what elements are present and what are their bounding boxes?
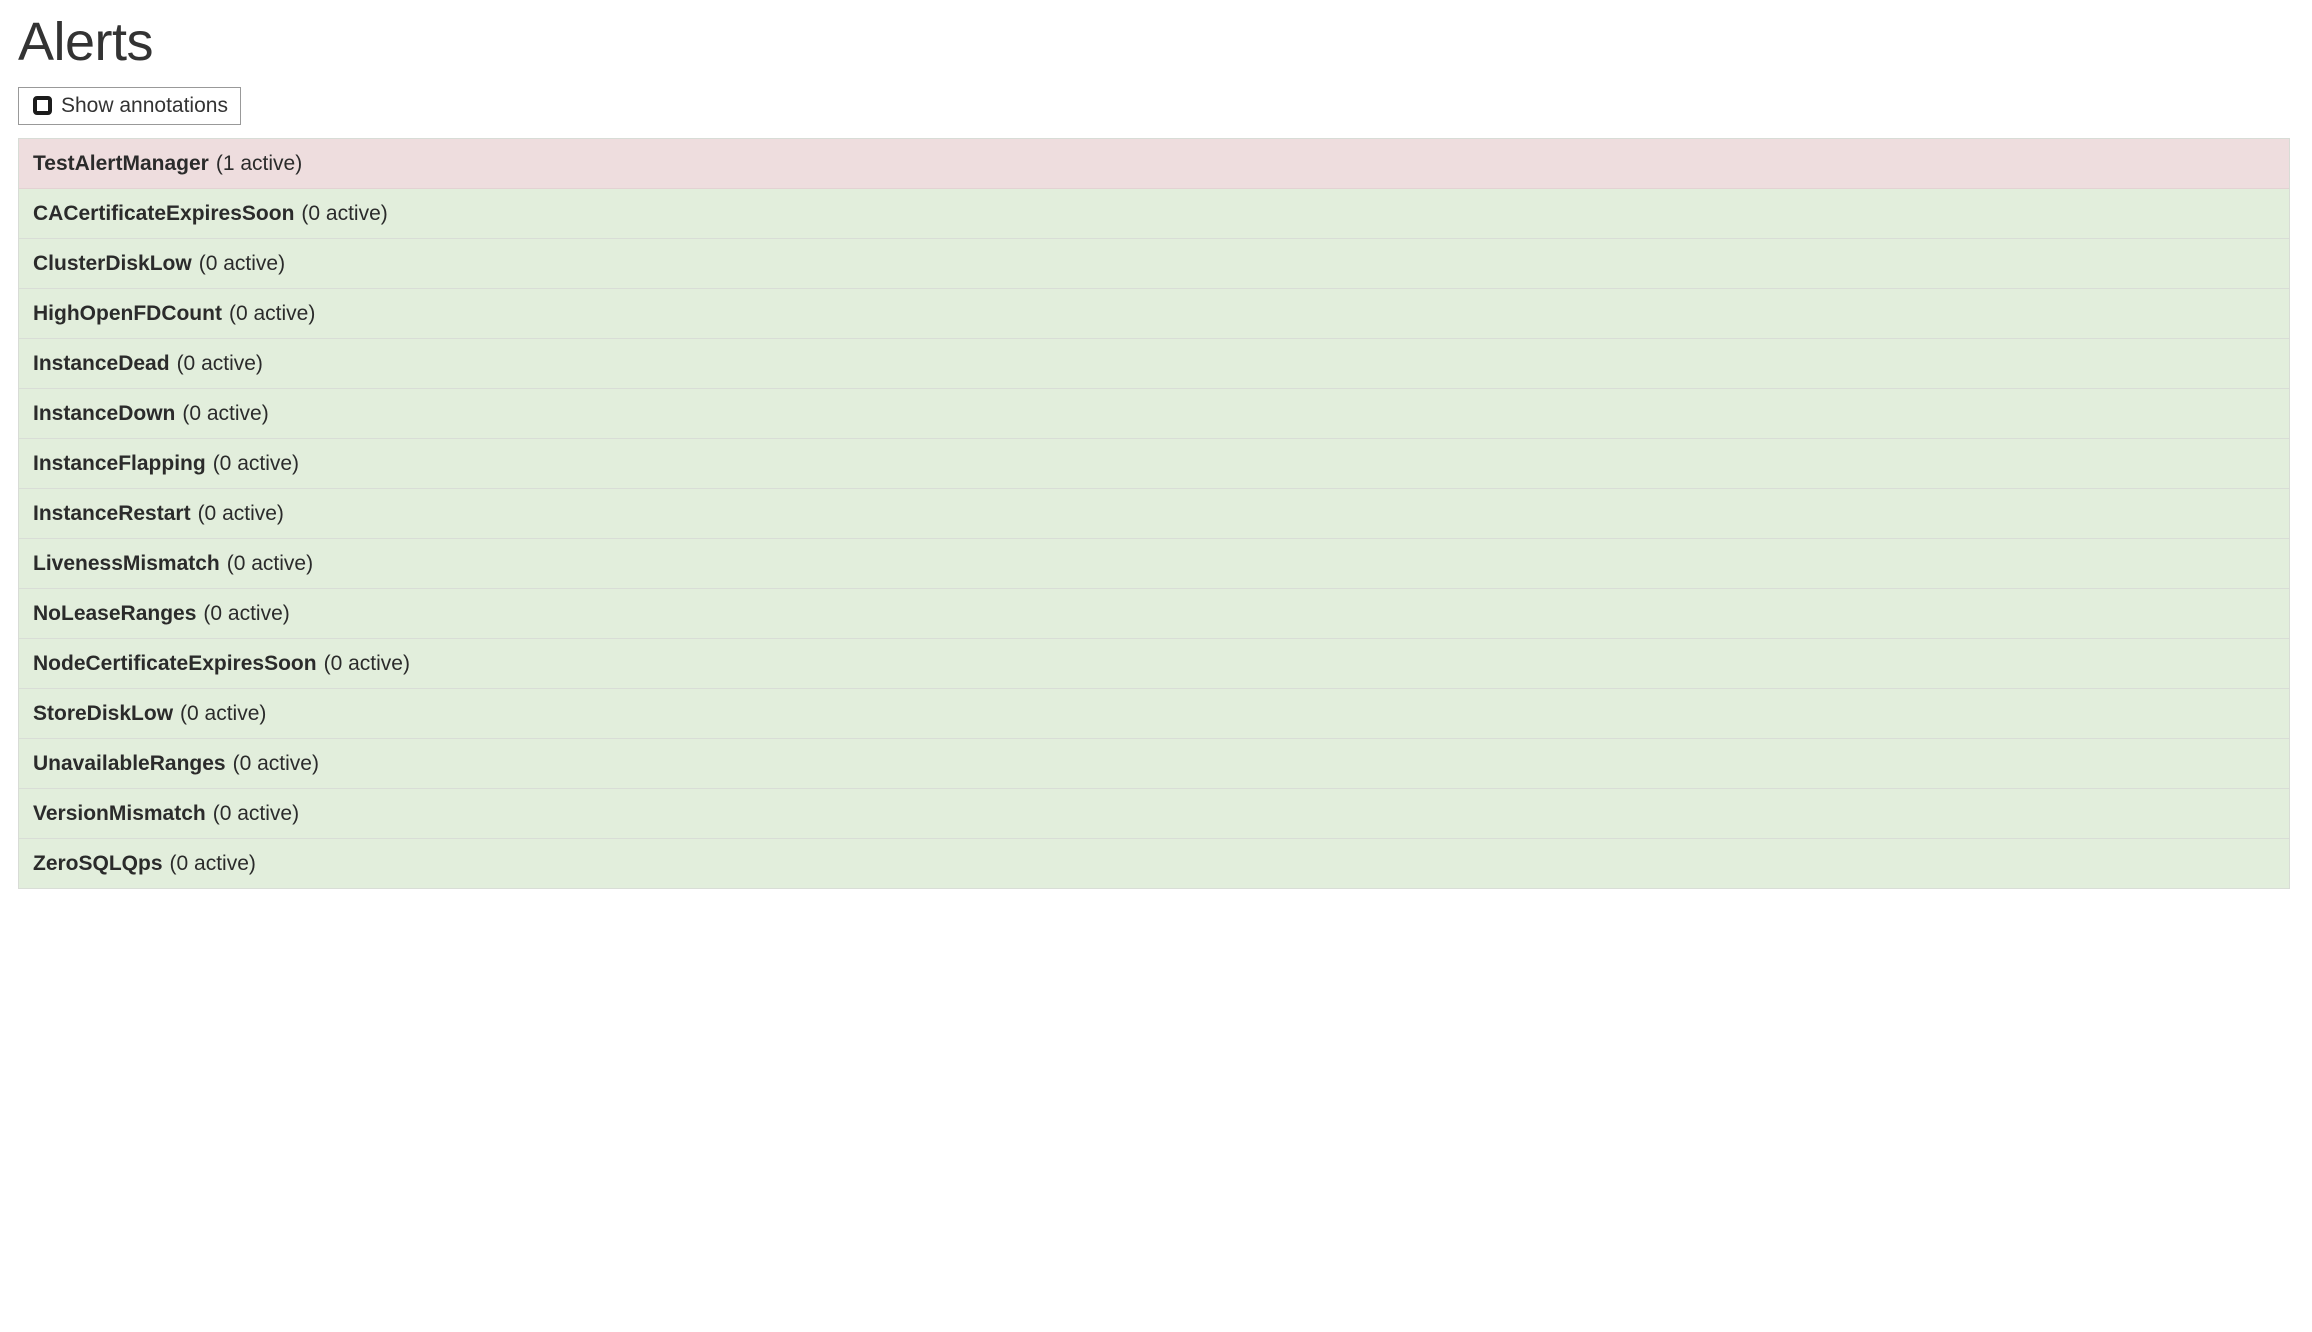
alert-name: InstanceDead <box>33 351 170 375</box>
alert-name: InstanceFlapping <box>33 451 206 475</box>
alert-name: ZeroSQLQps <box>33 851 163 875</box>
alert-active-count: (0 active) <box>169 851 256 875</box>
alert-name: StoreDiskLow <box>33 701 174 725</box>
alert-active-count: (0 active) <box>232 751 319 775</box>
alert-row[interactable]: LivenessMismatch (0 active) <box>19 538 2289 589</box>
alert-row[interactable]: InstanceDown (0 active) <box>19 388 2289 439</box>
alert-name: ClusterDiskLow <box>33 251 192 275</box>
alert-row[interactable]: HighOpenFDCount (0 active) <box>19 288 2289 339</box>
alert-row[interactable]: VersionMismatch (0 active) <box>19 788 2289 839</box>
alert-row[interactable]: CACertificateExpiresSoon (0 active) <box>19 188 2289 239</box>
alert-row[interactable]: TestAlertManager (1 active) <box>19 138 2289 189</box>
alert-name: HighOpenFDCount <box>33 301 222 325</box>
alert-row[interactable]: InstanceFlapping (0 active) <box>19 438 2289 489</box>
alert-name: TestAlertManager <box>33 151 209 175</box>
show-annotations-label: Show annotations <box>61 93 228 117</box>
alert-active-count: (0 active) <box>212 451 300 475</box>
alert-name: LivenessMismatch <box>33 551 220 575</box>
alert-name: InstanceDown <box>33 401 176 425</box>
alert-name: UnavailableRanges <box>33 751 226 775</box>
checkbox-unchecked-icon[interactable] <box>33 95 52 115</box>
alert-name: NoLeaseRanges <box>33 601 197 625</box>
alert-active-count: (0 active) <box>323 651 410 675</box>
alert-row[interactable]: InstanceRestart (0 active) <box>19 488 2289 539</box>
alert-row[interactable]: StoreDiskLow (0 active) <box>19 688 2289 739</box>
alert-row[interactable]: NoLeaseRanges (0 active) <box>19 588 2289 639</box>
alert-name: VersionMismatch <box>33 801 206 825</box>
alert-active-count: (0 active) <box>203 601 290 625</box>
alert-active-count: (1 active) <box>215 151 303 175</box>
alert-name: CACertificateExpiresSoon <box>33 201 295 225</box>
alert-row[interactable]: InstanceDead (0 active) <box>19 338 2289 389</box>
alert-row[interactable]: UnavailableRanges (0 active) <box>19 738 2289 789</box>
show-annotations-toggle[interactable]: Show annotations <box>18 86 241 125</box>
alert-active-count: (0 active) <box>182 401 269 425</box>
alert-active-count: (0 active) <box>176 351 263 375</box>
alert-name: NodeCertificateExpiresSoon <box>33 651 317 675</box>
alert-active-count: (0 active) <box>226 551 314 575</box>
alert-row[interactable]: ZeroSQLQps (0 active) <box>19 838 2289 889</box>
alert-active-count: (0 active) <box>301 201 388 225</box>
alert-active-count: (0 active) <box>212 801 300 825</box>
alert-row[interactable]: NodeCertificateExpiresSoon (0 active) <box>19 638 2289 689</box>
toolbar: Show annotations <box>0 71 2312 125</box>
page-title: Alerts <box>18 12 154 72</box>
alert-active-count: (0 active) <box>197 501 284 525</box>
alert-row[interactable]: ClusterDiskLow (0 active) <box>19 238 2289 289</box>
alert-active-count: (0 active) <box>180 701 267 725</box>
alert-active-count: (0 active) <box>228 301 316 325</box>
alert-name: InstanceRestart <box>33 501 191 525</box>
alert-list: TestAlertManager (1 active) CACertificateE… <box>18 137 2290 889</box>
alert-active-count: (0 active) <box>198 251 286 275</box>
